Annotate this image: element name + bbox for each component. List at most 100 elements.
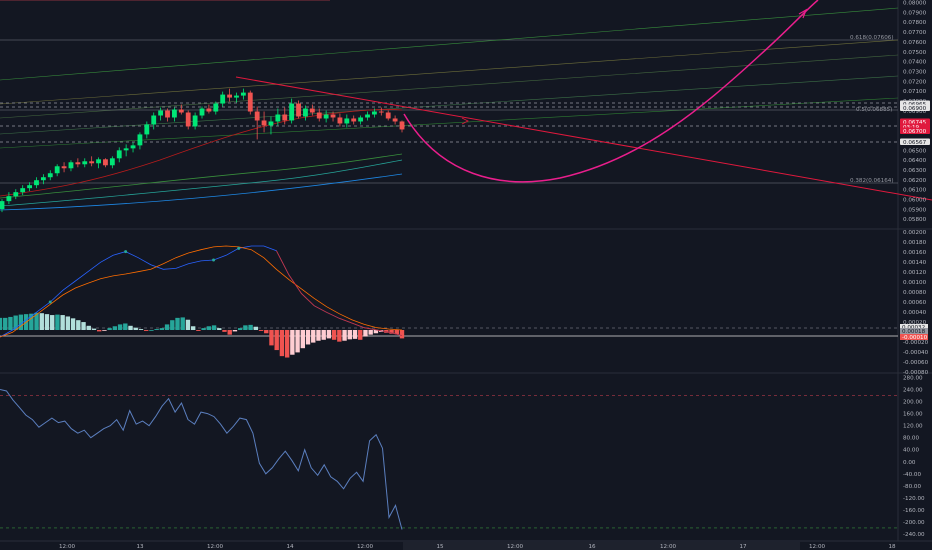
macd-histogram-bar <box>196 330 201 331</box>
time-label: 13 <box>136 544 144 550</box>
macd-cross-marker <box>48 300 52 304</box>
macd-cross-marker <box>237 246 241 250</box>
macd-histogram-bar <box>8 316 13 330</box>
candle-body <box>75 162 81 165</box>
candle-body <box>351 118 357 122</box>
macd-red-line <box>276 250 403 336</box>
macd-tag-label: -0.00010 <box>902 335 928 341</box>
price-tick-label: 0.05800 <box>903 217 927 223</box>
macd-tick-label: 0.00060 <box>903 300 927 306</box>
candle-body <box>0 201 5 210</box>
macd-tick-label: -0.00060 <box>903 360 929 366</box>
macd-histogram-bar <box>258 330 264 331</box>
macd-histogram-bar <box>175 317 180 330</box>
macd-histogram-bar <box>206 326 212 330</box>
price-tick-label: 0.06500 <box>903 148 927 154</box>
macd-histogram-bar <box>143 330 149 331</box>
candle-body <box>130 145 136 149</box>
macd-cross-marker <box>212 258 216 262</box>
macd-histogram-bar <box>237 328 243 330</box>
trendline[interactable] <box>235 76 932 201</box>
cci-line <box>0 389 403 530</box>
projection-curve[interactable] <box>403 0 819 183</box>
macd-tick-label: 0.00200 <box>903 230 927 236</box>
candle-body <box>316 112 322 119</box>
time-label: 12:00 <box>809 544 826 550</box>
macd-histogram-bar <box>337 330 342 342</box>
cci-tick-label: 240.00 <box>903 388 923 394</box>
macd-tick-label: -0.00020 <box>903 340 929 346</box>
macd-histogram-bar <box>368 330 373 335</box>
macd-histogram-bar <box>316 330 321 341</box>
macd-histogram-bar <box>253 326 259 330</box>
price-tick-label: 0.07100 <box>903 89 927 95</box>
macd-histogram-bar <box>159 328 165 330</box>
macd-histogram-bar <box>112 326 118 330</box>
channel-line <box>0 75 899 135</box>
candle-body <box>213 103 219 112</box>
macd-tick-label: 0.00080 <box>903 290 927 296</box>
macd-histogram-bar <box>326 330 332 339</box>
macd-histogram-bar <box>60 315 65 330</box>
macd-histogram-bar <box>154 329 159 330</box>
candle-body <box>34 180 39 186</box>
macd-histogram-bar <box>44 314 50 330</box>
price-axis[interactable]: 0.08000 0.07900 0.07800 0.07700 0.07600 0.075… <box>903 1 927 224</box>
candle-body <box>378 111 384 113</box>
candle-body <box>268 121 274 126</box>
cci-tick-label: 40.00 <box>903 448 919 454</box>
macd-tick-label: 0.00180 <box>903 240 927 246</box>
macd-histogram-bar <box>321 330 326 340</box>
projection-arrow <box>798 8 808 19</box>
price-tick-label: 0.07800 <box>903 20 927 26</box>
candle-body <box>89 161 95 164</box>
candle-body <box>275 114 281 122</box>
candle-body <box>165 110 170 118</box>
candle-body <box>123 148 129 151</box>
cci-tick-label: 280.00 <box>903 376 923 382</box>
price-tick-label: 0.07600 <box>903 40 927 46</box>
cci-tick-label: 0.00 <box>903 460 916 466</box>
macd-histogram-bar <box>222 330 227 332</box>
time-label: 14 <box>286 544 294 550</box>
cci-tick-label: -240.00 <box>903 532 925 538</box>
macd-histogram-bar <box>133 327 138 330</box>
macd-histogram-bar <box>232 330 238 332</box>
macd-histogram-bar <box>76 320 81 330</box>
macd-histogram-bar <box>107 328 112 330</box>
macd-histogram-bar <box>342 330 347 341</box>
price-tag-label: 0.06700 <box>903 129 927 135</box>
candle-body <box>206 108 212 112</box>
candle-body <box>227 94 232 98</box>
price-pane[interactable] <box>0 0 932 213</box>
time-label: 12:00 <box>357 544 374 550</box>
candle-body <box>385 112 391 119</box>
cci-pane[interactable] <box>0 389 898 530</box>
candles-group <box>0 88 405 213</box>
candle-body <box>27 185 32 189</box>
candle-body <box>303 108 308 117</box>
cci-tick-label: -80.00 <box>903 484 921 490</box>
time-axis[interactable]: 12:00 13 12:00 14 12:00 15 12:00 16 12:00 17 12:00… <box>59 544 896 550</box>
price-tick-label: 0.06300 <box>903 168 927 174</box>
macd-tick-label: -0.00080 <box>903 370 929 376</box>
cci-tick-label: 200.00 <box>903 400 923 406</box>
macd-histogram <box>0 312 405 358</box>
macd-histogram-bar <box>149 330 154 331</box>
candle-body <box>309 108 315 113</box>
macd-axis[interactable]: 0.00200 0.00180 0.00160 0.00140 0.00120 0.001… <box>903 230 929 376</box>
macd-pane[interactable] <box>0 245 898 358</box>
macd-histogram-bar <box>65 316 71 330</box>
candle-body <box>234 95 239 98</box>
candle-body <box>330 114 336 118</box>
price-tick-label: 0.07300 <box>903 69 927 75</box>
candle-body <box>358 117 364 122</box>
macd-histogram-bar <box>170 320 175 330</box>
cci-axis[interactable]: 280.00 240.00 200.00 160.00 120.00 80.00 40.00… <box>903 376 925 538</box>
candle-body <box>144 124 150 135</box>
macd-histogram-bar <box>363 330 368 337</box>
cci-tick-label: 120.00 <box>903 424 923 430</box>
macd-histogram-bar <box>123 323 128 330</box>
